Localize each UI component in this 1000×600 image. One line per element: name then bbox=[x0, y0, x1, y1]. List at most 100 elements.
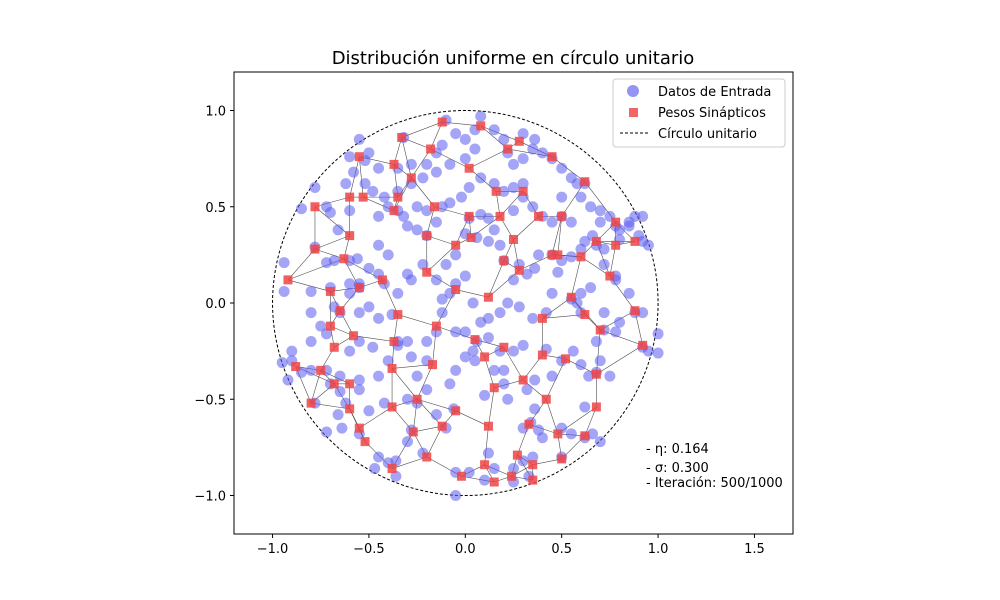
chart-title: Distribución uniforme en círculo unitari… bbox=[332, 48, 695, 69]
synaptic-weight-point bbox=[406, 173, 416, 183]
weight-connection bbox=[596, 345, 643, 375]
input-data-point bbox=[467, 297, 479, 309]
synaptic-weight-point bbox=[514, 265, 524, 275]
weight-connection bbox=[314, 196, 350, 208]
input-data-point bbox=[332, 224, 344, 236]
synaptic-weight-point bbox=[422, 231, 432, 241]
input-data-point bbox=[527, 143, 539, 155]
input-data-point bbox=[463, 182, 475, 193]
input-data-point bbox=[585, 282, 597, 294]
input-data-point bbox=[642, 239, 654, 251]
synaptic-weight-point bbox=[480, 352, 490, 362]
x-tick-label: 0.5 bbox=[551, 542, 572, 557]
input-data-point bbox=[278, 285, 290, 297]
y-tick-label: −1.0 bbox=[194, 490, 226, 505]
synaptic-weight-point bbox=[611, 240, 621, 250]
input-data-point bbox=[479, 474, 491, 486]
input-data-point bbox=[598, 259, 610, 270]
input-data-point bbox=[579, 401, 591, 413]
plot-area bbox=[272, 110, 664, 501]
input-data-point bbox=[421, 336, 433, 347]
x-tick-label: 0.0 bbox=[455, 542, 476, 557]
synaptic-weight-point bbox=[591, 236, 601, 246]
synaptic-weight-point bbox=[547, 152, 557, 162]
y-tick-label: −0.5 bbox=[194, 393, 226, 408]
input-data-point bbox=[378, 191, 390, 203]
weight-connection bbox=[519, 254, 553, 271]
input-data-point bbox=[498, 364, 510, 376]
input-data-point bbox=[430, 216, 442, 228]
synaptic-weight-point bbox=[466, 233, 476, 243]
synaptic-weight-point bbox=[360, 437, 370, 447]
input-data-point bbox=[450, 128, 462, 140]
input-data-point bbox=[411, 370, 423, 382]
input-data-point bbox=[508, 158, 519, 170]
input-data-point bbox=[363, 262, 375, 274]
input-data-point bbox=[340, 178, 352, 190]
synaptic-weight-point bbox=[408, 427, 418, 437]
weight-connection bbox=[411, 148, 431, 179]
input-data-point bbox=[479, 389, 491, 401]
input-data-point bbox=[488, 124, 500, 136]
synaptic-weight-point bbox=[316, 365, 326, 375]
input-data-point bbox=[401, 220, 413, 232]
synaptic-weight-point bbox=[345, 192, 355, 202]
input-data-point bbox=[421, 158, 433, 170]
synaptic-weight-point bbox=[489, 477, 499, 487]
weight-connection bbox=[571, 256, 582, 298]
axes: −1.0 −0.5 0.0 0.5 1.0 1.5 −1.0 −0.5 0.0 0.5 1.0 bbox=[194, 105, 764, 558]
y-tick-label: 0.0 bbox=[205, 297, 226, 312]
input-data-point bbox=[353, 307, 365, 319]
input-data-point bbox=[373, 370, 385, 382]
x-tick-label: −0.5 bbox=[353, 542, 385, 557]
input-data-point bbox=[336, 422, 348, 434]
input-data-point bbox=[494, 239, 506, 251]
input-data-point bbox=[614, 224, 626, 236]
input-data-point bbox=[517, 153, 529, 165]
input-data-point bbox=[529, 374, 541, 386]
legend-label-circle: Círculo unitario bbox=[658, 127, 757, 142]
input-data-point bbox=[623, 287, 635, 299]
input-data-point bbox=[363, 301, 375, 313]
synaptic-weight-point bbox=[518, 375, 528, 385]
input-data-point bbox=[637, 307, 649, 319]
synaptic-weight-point bbox=[553, 250, 563, 260]
synaptic-weight-point bbox=[547, 250, 557, 260]
annotation-box: - η: 0.164 - σ: 0.300 - Iteración: 500/1… bbox=[646, 442, 783, 491]
input-data-point bbox=[565, 251, 577, 263]
synaptic-weight-point bbox=[491, 186, 501, 196]
synaptic-weight-point bbox=[306, 398, 316, 408]
synaptic-weight-point bbox=[437, 117, 447, 127]
synaptic-weight-point bbox=[580, 431, 590, 441]
weight-connection bbox=[287, 279, 331, 292]
synaptic-weight-point bbox=[503, 144, 513, 154]
synaptic-weight-point bbox=[426, 144, 436, 154]
input-data-point bbox=[305, 307, 317, 319]
input-data-point bbox=[652, 328, 664, 340]
legend-label-inputs: Datos de Entrada bbox=[658, 85, 771, 100]
synaptic-weight-point bbox=[339, 254, 349, 264]
synaptic-weight-point bbox=[638, 340, 648, 350]
input-data-point bbox=[488, 364, 500, 376]
input-data-point bbox=[527, 312, 539, 324]
legend-square-marker bbox=[629, 108, 638, 117]
weight-connection bbox=[609, 245, 616, 277]
input-data-point bbox=[444, 197, 456, 209]
input-data-point bbox=[488, 178, 500, 190]
weight-connection bbox=[488, 387, 495, 427]
input-data-point bbox=[571, 178, 583, 190]
input-data-point bbox=[482, 332, 494, 344]
synaptic-weight-point bbox=[283, 275, 293, 285]
synaptic-weight-point bbox=[553, 429, 563, 439]
input-data-point bbox=[604, 370, 616, 382]
input-data-point bbox=[508, 463, 519, 475]
synaptic-weight-point bbox=[387, 464, 397, 474]
input-data-point bbox=[321, 426, 333, 438]
input-data-point bbox=[401, 393, 413, 405]
input-data-point bbox=[286, 345, 298, 357]
input-data-point bbox=[556, 162, 568, 174]
input-data-point bbox=[369, 463, 381, 475]
synaptic-weight-point bbox=[325, 286, 335, 296]
input-data-point bbox=[405, 351, 417, 363]
synaptic-weight-point bbox=[354, 283, 364, 293]
